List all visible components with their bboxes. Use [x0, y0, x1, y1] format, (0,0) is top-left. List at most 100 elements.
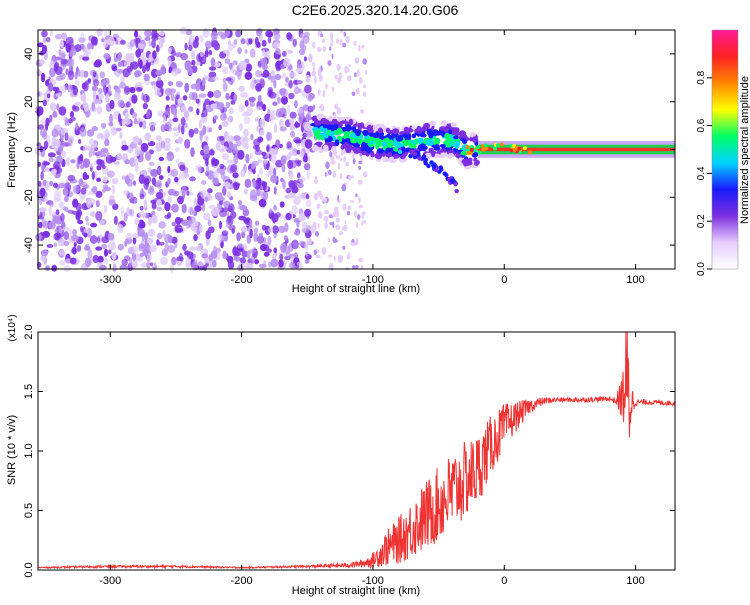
noise-cell [83, 174, 90, 180]
noise-cell [37, 42, 44, 48]
noise-cell [175, 81, 183, 88]
noise-cell [188, 35, 195, 43]
noise-cell [232, 145, 238, 154]
noise-cell [327, 60, 332, 66]
noise-cell [123, 85, 131, 96]
noise-cell [220, 112, 227, 121]
noise-cell [343, 31, 346, 37]
noise-cell [170, 236, 178, 244]
noise-cell [103, 204, 108, 214]
noise-cell [312, 66, 316, 74]
noise-cell [254, 220, 260, 226]
noise-cell [289, 261, 296, 270]
signal-cell [495, 143, 500, 148]
noise-cell [86, 220, 90, 227]
signal-cell [323, 134, 329, 139]
noise-cell [147, 228, 156, 237]
noise-cell [60, 213, 65, 222]
noise-cell [339, 157, 343, 161]
noise-cell [238, 85, 246, 92]
signal-cell [528, 150, 532, 155]
signal-cell [339, 120, 347, 124]
signal-cell [336, 117, 343, 122]
noise-cell [254, 259, 259, 265]
noise-cell [315, 231, 319, 237]
noise-cell [103, 258, 109, 265]
noise-cell [80, 187, 87, 195]
noise-cell [191, 59, 196, 66]
noise-cell [348, 174, 352, 181]
noise-cell [172, 117, 179, 123]
noise-cell [65, 43, 72, 53]
noise-cell [303, 37, 309, 45]
noise-cell [53, 182, 59, 188]
noise-cell [49, 114, 53, 123]
noise-cell [190, 147, 195, 158]
noise-cell [279, 253, 284, 261]
noise-cell [139, 205, 144, 211]
noise-cell [99, 264, 107, 271]
noise-cell [233, 39, 238, 45]
noise-cell [304, 208, 312, 217]
noise-cell [296, 108, 304, 114]
noise-cell [53, 110, 57, 117]
noise-cell [48, 82, 54, 92]
noise-cell [355, 221, 359, 228]
noise-cell [146, 252, 152, 263]
noise-cell [49, 30, 54, 37]
signal-cell [419, 143, 426, 150]
noise-cell [257, 159, 262, 164]
noise-cell [213, 89, 222, 99]
noise-cell [95, 246, 103, 251]
noise-cell [252, 180, 257, 188]
noise-cell [205, 158, 209, 167]
signal-cell [388, 158, 397, 163]
noise-cell [117, 69, 124, 74]
noise-cell [248, 249, 256, 254]
noise-cell [353, 41, 357, 46]
noise-cell [207, 91, 214, 98]
snr-x-tick-label: 100 [626, 575, 644, 587]
noise-cell [83, 232, 88, 238]
noise-cell [176, 260, 183, 266]
signal-cell [362, 144, 370, 151]
noise-cell [172, 127, 178, 132]
signal-cell [353, 147, 361, 154]
noise-cell [111, 251, 117, 261]
noise-cell [282, 179, 286, 190]
signal-cell [391, 128, 400, 135]
noise-cell [320, 33, 324, 38]
noise-cell [285, 212, 292, 221]
noise-cell [288, 92, 295, 100]
noise-cell [305, 114, 310, 122]
noise-cell [228, 224, 236, 231]
noise-cell [175, 228, 184, 233]
noise-cell [337, 254, 342, 263]
snr-y-tick-label: 1.0 [23, 443, 35, 458]
signal-cell [454, 188, 459, 194]
noise-cell [244, 99, 249, 107]
signal-cell [411, 133, 417, 139]
noise-cell [184, 112, 190, 122]
noise-cell [59, 39, 64, 49]
noise-cell [226, 159, 234, 164]
spectrogram-x-tick-label: -300 [99, 274, 121, 286]
noise-cell [288, 79, 293, 89]
spectrogram-x-tick-label: -200 [231, 274, 253, 286]
noise-cell [212, 259, 217, 268]
noise-cell [195, 245, 202, 252]
noise-cell [171, 256, 177, 266]
noise-cell [324, 221, 329, 230]
noise-cell [285, 251, 292, 260]
noise-cell [74, 44, 82, 52]
noise-cell [108, 249, 112, 255]
noise-cell [149, 244, 157, 252]
noise-cell [138, 243, 145, 249]
noise-cell [188, 44, 193, 52]
noise-cell [129, 174, 135, 180]
noise-cell [235, 251, 241, 257]
noise-cell [284, 194, 291, 199]
noise-cell [324, 172, 327, 177]
noise-cell [37, 161, 42, 167]
noise-cell [308, 92, 315, 100]
